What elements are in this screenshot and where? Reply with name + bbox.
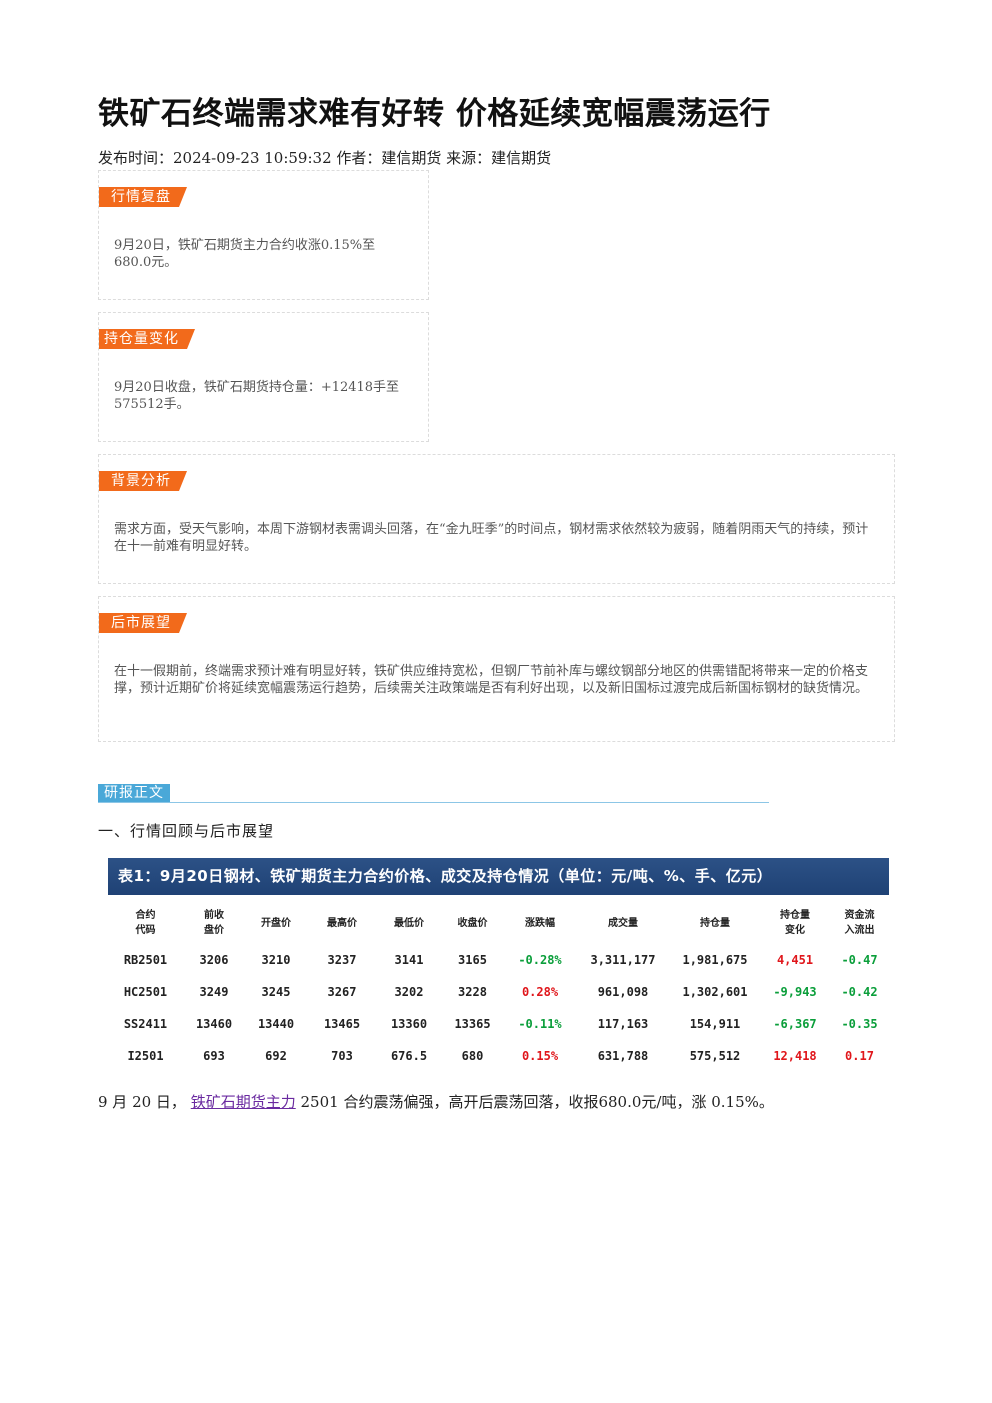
cell-oi-change: -6,367: [773, 1017, 817, 1031]
cell-oi-change: 4,451: [776, 953, 814, 967]
header-cell: 成交量: [608, 917, 638, 929]
card-tag: 背景分析: [99, 471, 187, 491]
cell-close: 3228: [458, 985, 487, 999]
card-text: 9月20日，铁矿石期货主力合约收涨0.15%至680.0元。: [114, 238, 376, 270]
header-cell: 持仓量: [700, 917, 730, 929]
cell-volume: 631,788: [597, 1049, 649, 1063]
header-cell: 涨跌幅: [525, 917, 555, 929]
section-heading: 一、行情回顾与后市展望: [98, 822, 275, 840]
data-table: 合约 代码 前收 盘价 开盘价 最高价 最低价 收盘价 涨跌幅 成交量 持仓量 …: [108, 902, 889, 1072]
cell-open-interest: 154,911: [689, 1017, 741, 1031]
card-market-review: 行情复盘 9月20日，铁矿石期货主力合约收涨0.15%至680.0元。: [98, 170, 429, 300]
card-tag: 持仓量变化: [99, 329, 195, 349]
cell-prev-close: 693: [203, 1049, 225, 1063]
header-cell: 资金流 入流出: [844, 910, 875, 936]
cell-change-pct: -0.11%: [518, 1017, 562, 1031]
cell-prev-close: 3206: [199, 953, 229, 967]
section-tag: 研报正文: [98, 784, 170, 803]
cell-volume: 3,311,177: [590, 953, 656, 967]
summary-paragraph: 9 月 20 日， 铁矿石期货主力 2501 合约震荡偏强，高开后震荡回落，收报…: [98, 1091, 774, 1112]
card-tag: 后市展望: [99, 613, 187, 633]
cell-close: 680: [461, 1049, 484, 1063]
cell-high: 703: [331, 1049, 353, 1063]
article-meta: 发布时间：2024-09-23 10:59:32 作者：建信期货 来源：建信期货: [98, 149, 552, 167]
cell-oi-change: -9,943: [773, 985, 817, 999]
header-cell: 合约 代码: [135, 910, 156, 936]
cell-high: 3237: [327, 953, 357, 967]
cell-fund-flow: 0.17: [845, 1049, 874, 1063]
header-cell: 开盘价: [261, 917, 291, 929]
cell-volume: 117,163: [597, 1017, 649, 1031]
table-header-row: 合约 代码 前收 盘价 开盘价 最高价 最低价 收盘价 涨跌幅 成交量 持仓量 …: [108, 902, 889, 944]
futures-link[interactable]: 铁矿石期货主力: [190, 1093, 296, 1111]
header-cell: 持仓量 变化: [780, 910, 810, 936]
cell-contract: SS2411: [123, 1017, 168, 1031]
cell-prev-close: 3249: [199, 985, 229, 999]
card-position-change: 持仓量变化 9月20日收盘，铁矿石期货持仓量：+12418手至575512手。: [98, 312, 429, 442]
card-background: 背景分析 需求方面，受天气影响，本周下游钢材表需调头回落，在“金九旺季”的时间点…: [98, 454, 895, 584]
paragraph-suffix: 2501 合约震荡偏强，高开后震荡回落，收报680.0元/吨，涨 0.15%。: [300, 1093, 774, 1111]
cell-change-pct: 0.28%: [521, 985, 559, 999]
cell-change-pct: -0.28%: [518, 953, 562, 967]
header-cell: 前收 盘价: [204, 910, 224, 936]
section-divider: [98, 802, 769, 803]
header-cell: 最低价: [394, 917, 424, 929]
table-row: RB2501 3206 3210 3237 3141 3165 -0.28% 3…: [108, 944, 889, 976]
card-outlook: 后市展望 在十一假期前，终端需求预计难有明显好转，铁矿供应维持宽松，但钢厂节前补…: [98, 596, 895, 742]
cell-open: 692: [265, 1049, 287, 1063]
table-row: SS2411 13460 13440 13465 13360 13365 -0.…: [108, 1008, 889, 1040]
cell-close: 3165: [458, 953, 487, 967]
cell-open: 13440: [257, 1017, 295, 1031]
cell-contract: HC2501: [123, 985, 168, 999]
cell-volume: 961,098: [597, 985, 649, 999]
card-text: 在十一假期前，终端需求预计难有明显好转，铁矿供应维持宽松，但钢厂节前补库与螺纹钢…: [114, 664, 869, 696]
card-tag: 行情复盘: [99, 187, 187, 207]
cell-open: 3245: [261, 985, 291, 999]
cell-oi-change: 12,418: [773, 1049, 817, 1063]
card-text: 需求方面，受天气影响，本周下游钢材表需调头回落，在“金九旺季”的时间点，钢材需求…: [114, 522, 869, 554]
cell-low: 3202: [394, 985, 424, 999]
cell-fund-flow: -0.42: [841, 985, 878, 999]
cell-low: 3141: [394, 953, 424, 967]
cell-change-pct: 0.15%: [521, 1049, 559, 1063]
header-cell: 收盘价: [457, 917, 488, 929]
cell-open-interest: 1,981,675: [682, 953, 748, 967]
cell-low: 676.5: [390, 1049, 428, 1063]
article-title: 铁矿石终端需求难有好转 价格延续宽幅震荡运行: [98, 96, 771, 132]
cell-contract: I2501: [127, 1049, 164, 1063]
cell-prev-close: 13460: [195, 1017, 233, 1031]
cell-close: 13365: [454, 1017, 491, 1031]
cell-high: 13465: [323, 1017, 361, 1031]
table-caption: 表1：9月20日钢材、铁矿期货主力合约价格、成交及持仓情况（单位：元/吨、%、手…: [108, 858, 889, 895]
cell-fund-flow: -0.35: [841, 1017, 878, 1031]
card-text: 9月20日收盘，铁矿石期货持仓量：+12418手至575512手。: [114, 380, 400, 412]
header-cell: 最高价: [327, 917, 357, 929]
table-row: HC2501 3249 3245 3267 3202 3228 0.28% 96…: [108, 976, 889, 1008]
cell-contract: RB2501: [123, 953, 168, 967]
cell-low: 13360: [390, 1017, 428, 1031]
cell-high: 3267: [327, 985, 357, 999]
cell-fund-flow: -0.47: [841, 953, 878, 967]
futures-table: 表1：9月20日钢材、铁矿期货主力合约价格、成交及持仓情况（单位：元/吨、%、手…: [108, 858, 889, 1076]
cell-open-interest: 1,302,601: [682, 985, 748, 999]
table-row: I2501 693 692 703 676.5 680 0.15% 631,78…: [108, 1040, 889, 1072]
cell-open-interest: 575,512: [689, 1049, 741, 1063]
paragraph-prefix: 9 月 20 日，: [98, 1093, 186, 1111]
cell-open: 3210: [261, 953, 291, 967]
